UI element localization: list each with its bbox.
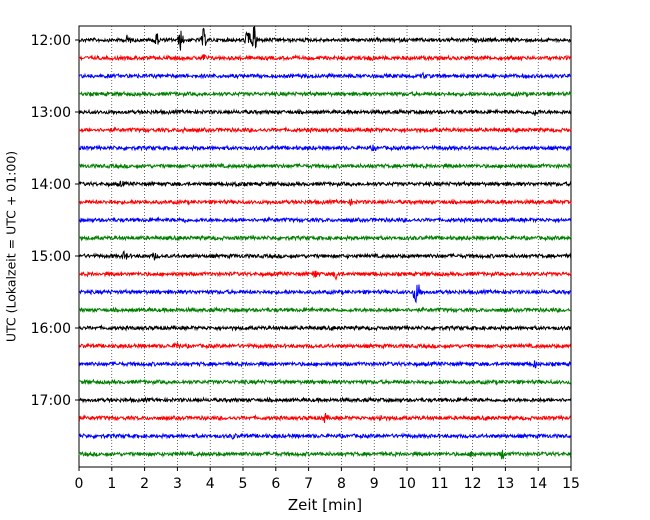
x-tick-label: 9 (370, 476, 379, 492)
x-tick-label: 2 (140, 476, 149, 492)
trace-1300 (78, 108, 572, 116)
x-tick-label: 4 (206, 476, 215, 492)
y-tick-label: 12:00 (31, 33, 71, 49)
x-tick-label: 0 (75, 476, 84, 492)
trace-1445 (78, 234, 572, 242)
x-tick-label: 10 (398, 476, 416, 492)
trace-1715 (78, 412, 572, 423)
trace-1500 (78, 250, 572, 261)
traces (78, 25, 572, 460)
x-tick-label: 1 (107, 476, 116, 492)
trace-1230 (78, 71, 572, 80)
y-tick-label: 14:00 (31, 177, 71, 193)
trace-1200 (78, 25, 572, 51)
x-tick-label: 12 (464, 476, 482, 492)
trace-1615 (78, 341, 572, 350)
y-tick-label: 17:00 (31, 393, 71, 409)
trace-1515 (78, 270, 572, 281)
y-axis-ticks: 12:00 13:00 14:00 15:00 16:00 17:00 (31, 33, 79, 409)
trace-1730 (78, 432, 572, 440)
trace-1315 (78, 126, 572, 135)
x-tick-label: 11 (431, 476, 449, 492)
trace-1245 (78, 90, 572, 98)
trace-1545 (78, 306, 572, 314)
x-axis-ticks: 0 1 2 3 4 5 6 7 8 9 10 11 12 13 14 15 (75, 467, 580, 492)
y-tick-label: 13:00 (31, 105, 71, 121)
x-tick-label: 15 (562, 476, 580, 492)
trace-1330 (78, 144, 572, 152)
trace-1630 (78, 360, 572, 369)
x-tick-label: 13 (496, 476, 514, 492)
plot-area (78, 25, 572, 468)
x-tick-label: 8 (337, 476, 346, 492)
trace-1345 (78, 162, 572, 170)
trace-1430 (78, 216, 572, 224)
x-tick-label: 6 (271, 476, 280, 492)
x-tick-label: 3 (173, 476, 182, 492)
y-tick-label: 16:00 (31, 321, 71, 337)
trace-1400 (78, 180, 572, 188)
x-tick-label: 5 (239, 476, 248, 492)
x-tick-label: 7 (304, 476, 313, 492)
trace-1415 (78, 198, 572, 207)
x-tick-label: 14 (529, 476, 547, 492)
y-axis-label: UTC (Lokalzeit = UTC + 01:00) (4, 151, 19, 342)
x-axis-label: Zeit [min] (288, 496, 362, 514)
trace-1700 (78, 396, 572, 404)
trace-1215 (78, 54, 572, 62)
trace-1600 (78, 324, 572, 332)
trace-1645 (78, 378, 572, 386)
y-tick-label: 15:00 (31, 249, 71, 265)
trace-1745 (78, 449, 572, 460)
trace-1530 (78, 284, 572, 304)
